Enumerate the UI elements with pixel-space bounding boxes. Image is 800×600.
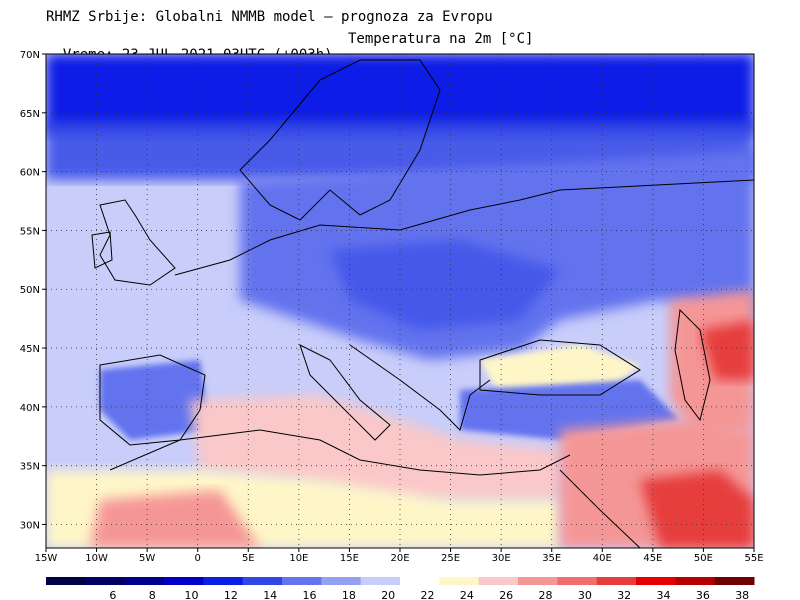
temperature-field <box>46 54 754 548</box>
italy-coast <box>299 344 391 441</box>
colorbar-label: 36 <box>696 589 710 600</box>
lat-label: 70N <box>20 50 40 61</box>
lon-label: 15E <box>340 553 359 564</box>
colorbar-swatch <box>596 577 637 585</box>
colorbar-swatch <box>203 577 244 585</box>
colorbar-label: 30 <box>578 589 592 600</box>
lon-label: 10W <box>85 553 108 564</box>
iberia-coast <box>99 354 206 446</box>
colorbar-swatch <box>124 577 165 585</box>
colorbar-label: 12 <box>224 589 238 600</box>
colorbar-label: 18 <box>342 589 356 600</box>
ireland-coast <box>91 231 113 269</box>
caspian-hot-spot <box>700 320 754 380</box>
colorbar-label: 26 <box>499 589 513 600</box>
lon-label: 0 <box>195 553 201 564</box>
colorbar-label: 10 <box>185 589 199 600</box>
lat-label: 45N <box>20 344 40 355</box>
lat-label: 55N <box>20 226 40 237</box>
colorbar-swatch <box>518 577 558 585</box>
colorbar-label: 32 <box>617 589 631 600</box>
lon-label: 10E <box>289 553 308 564</box>
longitude-labels: 15W 10W 5W 0 5E 10E 15E 20E 25E 30E 35E 40E 45E 50E 55… <box>35 548 764 564</box>
caspian-coast <box>674 308 711 422</box>
colorbar-swatch <box>714 577 755 585</box>
colorbar: 6 8 10 12 14 16 18 20 22 24 26 28 30 32 34 36 38 <box>46 577 755 600</box>
colorbar-swatch <box>46 577 86 585</box>
colorbar-label: 8 <box>149 589 156 600</box>
lon-label: 50E <box>694 553 713 564</box>
lon-label: 30E <box>492 553 511 564</box>
colorbar-label: 34 <box>657 589 671 600</box>
colorbar-swatch <box>478 577 519 585</box>
colorbar-swatch <box>439 577 480 585</box>
lon-label: 25E <box>441 553 460 564</box>
sahara-warm-patch <box>90 490 260 548</box>
colorbar-swatch <box>557 577 598 585</box>
lon-label: 20E <box>390 553 409 564</box>
arabia-hot-spot <box>640 470 754 548</box>
lon-label: 45E <box>643 553 662 564</box>
colorbar-swatch <box>282 577 322 585</box>
lon-label: 15W <box>35 553 58 564</box>
lat-label: 65N <box>20 109 40 120</box>
balkans-coast <box>349 344 491 431</box>
colorbar-label: 20 <box>381 589 395 600</box>
colorbar-label: 38 <box>735 589 749 600</box>
black-sea-coast <box>479 339 641 396</box>
lat-label: 40N <box>20 403 40 414</box>
africa-coast <box>109 429 571 476</box>
colorbar-label: 28 <box>539 589 553 600</box>
central-europe-cool-pocket <box>330 240 560 330</box>
colorbar-label: 16 <box>303 589 317 600</box>
lon-label: 5E <box>242 553 255 564</box>
lat-label: 30N <box>20 520 40 531</box>
colorbar-label: 22 <box>421 589 435 600</box>
colorbar-swatch <box>360 577 401 585</box>
colorbar-label: 24 <box>460 589 474 600</box>
colorbar-swatch <box>242 577 283 585</box>
variable-label: Temperatura na 2m [°C] <box>348 31 534 47</box>
lon-label: 5W <box>139 553 155 564</box>
red-sea-coast <box>559 469 641 548</box>
colorbar-swatch <box>400 577 440 585</box>
lon-label: 40E <box>593 553 612 564</box>
colorbar-label: 6 <box>109 589 116 600</box>
lon-label: 55E <box>744 553 763 564</box>
lon-label: 35E <box>542 553 561 564</box>
colorbar-swatch <box>321 577 362 585</box>
colorbar-swatch <box>164 577 204 585</box>
lat-label: 50N <box>20 285 40 296</box>
map-title: RHMZ Srbije: Globalni NMMB model — progn… <box>46 9 493 25</box>
british-isles-coast <box>99 199 176 286</box>
colorbar-label: 14 <box>263 589 277 600</box>
lat-label: 60N <box>20 168 40 179</box>
colorbar-swatch <box>85 577 126 585</box>
lat-label: 35N <box>20 462 40 473</box>
colorbar-swatch <box>636 577 676 585</box>
latitude-labels: 70N 65N 60N 55N 50N 45N 40N 35N 30N <box>20 50 46 531</box>
scandinavia-coast <box>239 59 441 221</box>
colorbar-swatch <box>675 577 716 585</box>
iberia-field <box>100 360 210 440</box>
